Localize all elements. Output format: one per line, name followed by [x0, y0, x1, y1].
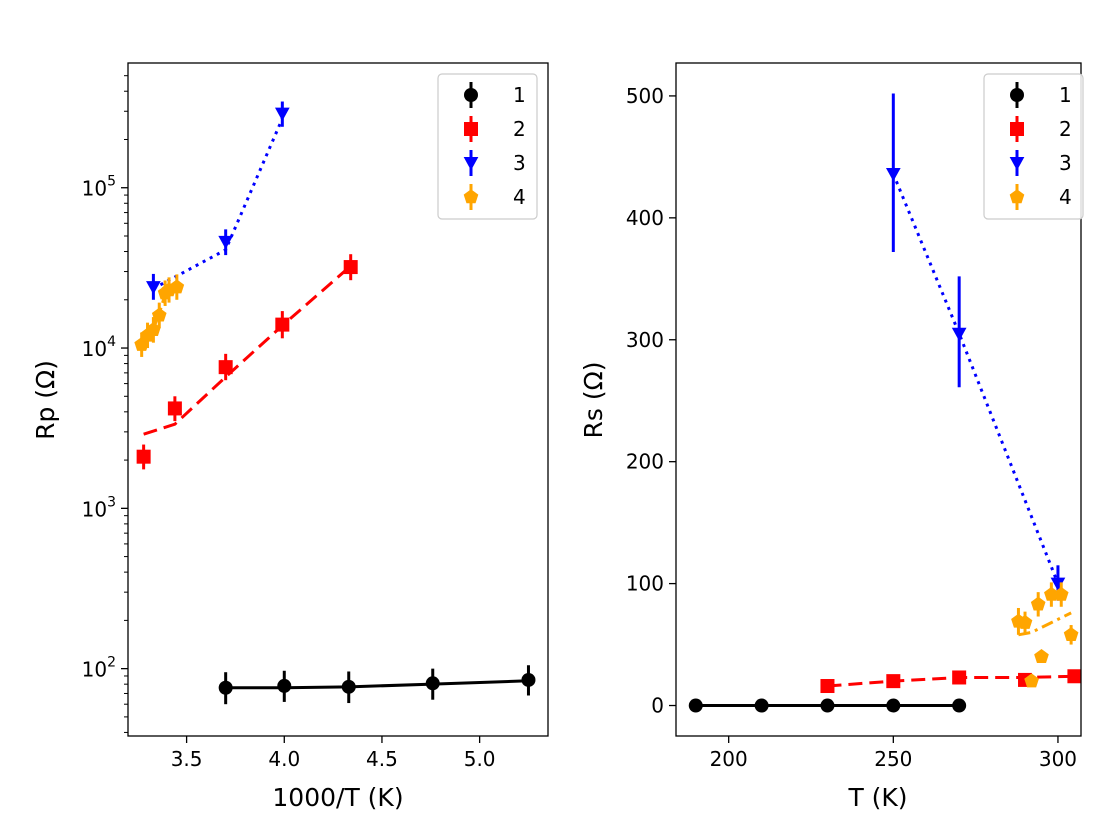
- rs-point-4: [1053, 586, 1069, 601]
- rp-chart: 3.5 4.0 4.5 5.0 102 103 104 105 1000/T (K) Rp (…: [31, 62, 549, 812]
- rs-x-axis-label: T (K): [847, 783, 907, 812]
- rs-point-4: [1030, 596, 1046, 611]
- rs-point-3: [951, 327, 967, 342]
- rs-x-tick-label: 200: [710, 747, 748, 771]
- rp-y-tick-label: 103: [82, 494, 116, 521]
- rp-point-1: [277, 678, 292, 693]
- rs-legend-marker-4: [1009, 189, 1025, 204]
- rs-legend-marker-1: [1010, 88, 1024, 102]
- rp-point-1: [218, 680, 233, 695]
- rs-point-4: [1017, 614, 1033, 629]
- rp-legend-marker-2: [464, 122, 478, 136]
- rs-point-1: [688, 698, 703, 713]
- rp-point-2: [218, 360, 233, 375]
- rs-y-tick-label: 100: [626, 572, 664, 596]
- rp-point-1: [521, 672, 536, 687]
- rp-point-2: [167, 401, 182, 416]
- rs-point-2: [1067, 669, 1081, 684]
- rp-point-2: [275, 317, 290, 332]
- rp-x-tick-label: 3.5: [171, 747, 203, 771]
- rs-y-tick-label: 500: [626, 84, 664, 108]
- rp-legend-label-1: 1: [513, 83, 526, 107]
- rp-fit-line-3: [152, 117, 284, 290]
- rs-point-4: [1063, 627, 1079, 642]
- rs-fit-line-3: [891, 173, 1060, 585]
- rp-point-3: [146, 281, 161, 295]
- rs-y-tick-label: 0: [651, 694, 664, 718]
- rp-legend-marker-1: [464, 88, 478, 102]
- rp-series-2: [136, 254, 358, 470]
- rs-point-2: [820, 679, 835, 694]
- rp-y-axis-label: Rp (Ω): [31, 360, 60, 440]
- rs-point-1: [754, 698, 769, 713]
- rs-series-4: [1011, 582, 1079, 688]
- rs-legend-label-1: 1: [1059, 83, 1072, 107]
- rs-y-axis-label: Rs (Ω): [579, 362, 608, 439]
- rs-series-2: [820, 669, 1081, 694]
- rs-y-tick-label: 400: [626, 206, 664, 230]
- rs-legend-marker-2: [1010, 122, 1024, 136]
- rs-series-3: [885, 93, 1066, 601]
- rp-x-tick-label: 4.0: [268, 747, 300, 771]
- rs-point-1: [886, 698, 901, 713]
- rs-point-3: [1050, 577, 1066, 591]
- rs-point-3: [885, 167, 901, 182]
- rp-point-3: [218, 235, 234, 250]
- rs-plot-frame: [675, 62, 1082, 737]
- rs-legend-frame: [983, 73, 1084, 220]
- rp-y-tick-label: 105: [82, 174, 116, 201]
- rp-point-4: [151, 307, 167, 322]
- rp-x-tick-label: 4.5: [366, 747, 398, 771]
- rs-point-4: [1024, 673, 1039, 688]
- rp-y-tick-label: 102: [82, 655, 116, 682]
- rp-fit-line-2: [143, 264, 352, 436]
- rs-x-tick-label: 300: [1039, 747, 1077, 771]
- rs-legend-marker-3: [1009, 157, 1025, 171]
- rp-point-1: [341, 679, 356, 694]
- rp-point-4: [146, 322, 161, 337]
- rp-point-2: [136, 449, 151, 464]
- rs-legend-label-2: 2: [1059, 117, 1072, 141]
- rp-legend-label-3: 3: [513, 151, 526, 175]
- rp-plot-frame: [127, 62, 549, 737]
- rp-legend-label-4: 4: [513, 185, 526, 209]
- rp-x-axis-label: 1000/T (K): [272, 783, 403, 812]
- rs-x-tick-label: 250: [874, 747, 912, 771]
- rp-legend: 1 2 3 4: [437, 73, 538, 220]
- rs-point-2: [952, 670, 967, 685]
- rs-point-4: [1034, 649, 1049, 663]
- rs-legend-label-4: 4: [1059, 185, 1072, 209]
- rp-point-2: [343, 260, 358, 275]
- rs-series-1: [688, 698, 967, 713]
- rp-legend-marker-4: [463, 189, 479, 204]
- rp-legend-label-2: 2: [513, 117, 526, 141]
- rp-x-tick-label: 5.0: [464, 747, 496, 771]
- rs-point-1: [820, 698, 835, 713]
- rp-fit-line-1: [225, 679, 529, 690]
- rp-series-4: [134, 274, 185, 357]
- rs-point-4: [1044, 586, 1059, 601]
- rs-y-tick-label: 300: [626, 328, 664, 352]
- rp-point-1: [425, 676, 440, 691]
- rs-legend-label-3: 3: [1059, 151, 1072, 175]
- rp-legend-frame: [437, 73, 538, 220]
- rs-y-tick-label: 200: [626, 450, 664, 474]
- rp-series-1: [218, 665, 536, 705]
- rs-chart: 200 250 300 0 100 200 300 400 500 T (K) Rs (Ω) 1…: [579, 62, 1084, 812]
- rs-legend: 1 2 3 4: [983, 73, 1084, 220]
- rp-y-tick-label: 104: [82, 334, 116, 361]
- rp-point-3: [274, 107, 290, 121]
- rp-series-3: [146, 101, 290, 300]
- rs-point-2: [886, 674, 901, 689]
- rs-point-1: [952, 698, 967, 713]
- rp-legend-marker-3: [463, 157, 479, 171]
- rp-point-4: [169, 279, 185, 294]
